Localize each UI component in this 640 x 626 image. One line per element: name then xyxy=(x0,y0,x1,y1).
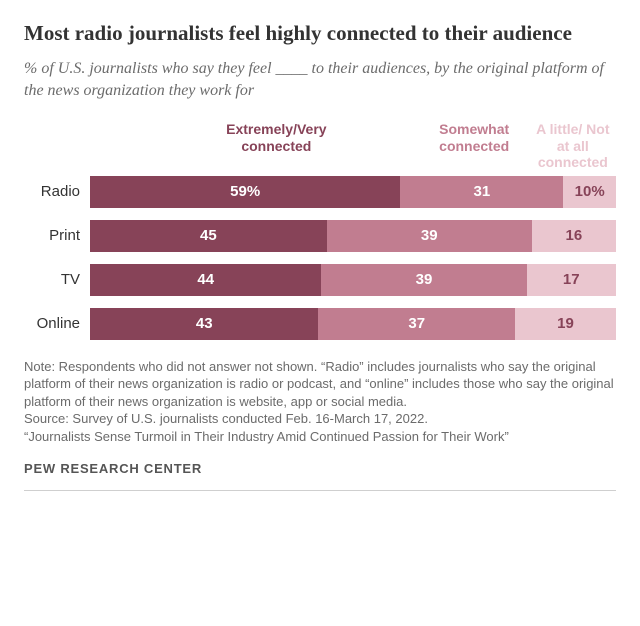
bar-segment: 37 xyxy=(318,308,515,340)
bar-row: Print453916 xyxy=(24,220,616,252)
bar-track: 433719 xyxy=(90,308,616,340)
bar-segment: 45 xyxy=(90,220,327,252)
bar-track: 443917 xyxy=(90,264,616,296)
chart-title: Most radio journalists feel highly conne… xyxy=(24,20,616,46)
chart-subtitle: % of U.S. journalists who say they feel … xyxy=(24,58,616,101)
bar-track: 453916 xyxy=(90,220,616,252)
bar-segment: 39 xyxy=(327,220,532,252)
brand-attribution: PEW RESEARCH CENTER xyxy=(24,461,616,491)
bar-segment: 31 xyxy=(400,176,563,208)
bar-segment: 16 xyxy=(532,220,616,252)
bar-segment: 17 xyxy=(527,264,616,296)
bar-row: Radio59%3110% xyxy=(24,176,616,208)
bar-row: Online433719 xyxy=(24,308,616,340)
row-label: Print xyxy=(24,227,90,244)
bar-segment: 59% xyxy=(90,176,400,208)
bar-segment: 44 xyxy=(90,264,321,296)
bar-track: 59%3110% xyxy=(90,176,616,208)
legend-label: Somewhat connected xyxy=(427,121,522,169)
bar-segment: 19 xyxy=(515,308,616,340)
legend-row: Extremely/Very connected Somewhat connect… xyxy=(24,121,616,169)
chart-note: Note: Respondents who did not answer not… xyxy=(24,358,616,446)
legend-label: A little/ Not at all connected xyxy=(530,121,616,169)
legend-label: Extremely/Very connected xyxy=(190,121,363,169)
bar-row: TV443917 xyxy=(24,264,616,296)
bar-segment: 10% xyxy=(563,176,616,208)
row-label: TV xyxy=(24,271,90,288)
bar-segment: 43 xyxy=(90,308,318,340)
bar-segment: 39 xyxy=(321,264,526,296)
stacked-bar-chart: Radio59%3110%Print453916TV443917Online43… xyxy=(24,176,616,340)
row-label: Online xyxy=(24,315,90,332)
row-label: Radio xyxy=(24,183,90,200)
